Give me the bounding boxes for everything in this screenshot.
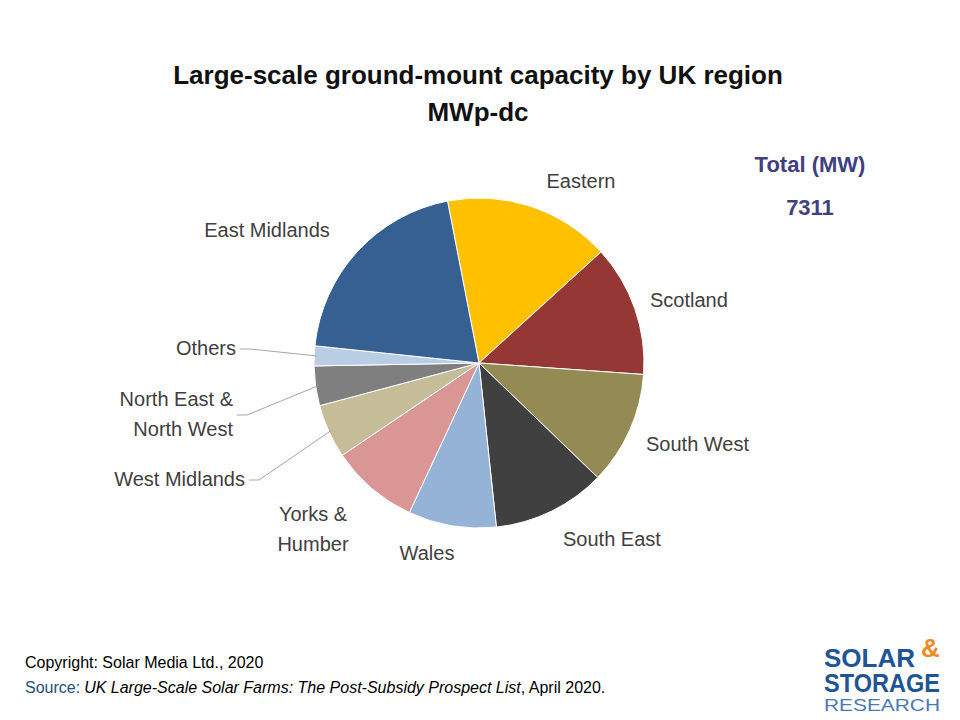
source: Source:UK Large-Scale Solar Farms: The P… [25, 679, 605, 696]
leader-line [240, 349, 317, 356]
slice-label: East Midlands [204, 219, 330, 241]
logo-ampersand: & [921, 633, 940, 663]
slice [479, 363, 598, 527]
slice-label: South East [563, 528, 661, 550]
source-title: UK Large-Scale Solar Farms: The Post-Sub… [84, 679, 521, 696]
slice-label-line: Humber [277, 533, 348, 555]
slice-label: Yorks & Humber [277, 503, 348, 555]
slice-label-line: Wales [400, 542, 455, 564]
slice-label: North East & North West [120, 388, 234, 440]
source-label: Source: [25, 679, 80, 696]
leader-line [249, 430, 332, 480]
slice [314, 363, 479, 406]
logo-text: STORAGE [824, 668, 940, 698]
title: Large-scale ground-mount capacity by UK … [173, 60, 783, 90]
slice-label: South West [646, 433, 749, 455]
slice-label-line: Others [176, 337, 236, 359]
total-value: 7311 [786, 195, 834, 220]
slice [315, 201, 479, 363]
logo-text: RESEARCH [824, 696, 940, 715]
slice-label-line: Eastern [547, 170, 616, 192]
slice-label-line: East Midlands [204, 219, 330, 241]
slice-label-line: South West [646, 433, 749, 455]
slice-label-line: West Midlands [114, 468, 245, 490]
slice-label: Scotland [650, 289, 728, 311]
slice-label-line: North East & [120, 388, 234, 410]
total-label: Total (MW) [755, 152, 866, 177]
slice-label: Eastern [547, 170, 616, 192]
pie [314, 198, 644, 528]
slice-label-line: North West [133, 418, 233, 440]
slice-label: West Midlands [114, 468, 245, 490]
subtitle: MWp-dc [427, 97, 528, 127]
leader-line [237, 386, 319, 415]
slice-label-line: Yorks & [279, 503, 348, 525]
chart: Large-scale ground-mount capacity by UK … [0, 0, 960, 720]
slice-label-line: South East [563, 528, 661, 550]
copyright: Copyright: Solar Media Ltd., 2020 [25, 654, 263, 671]
slice-label: Wales [400, 542, 455, 564]
slice-label-line: Scotland [650, 289, 728, 311]
slice-label: Others [176, 337, 236, 359]
slice [479, 252, 644, 375]
source-date: , April 2020. [521, 679, 606, 696]
